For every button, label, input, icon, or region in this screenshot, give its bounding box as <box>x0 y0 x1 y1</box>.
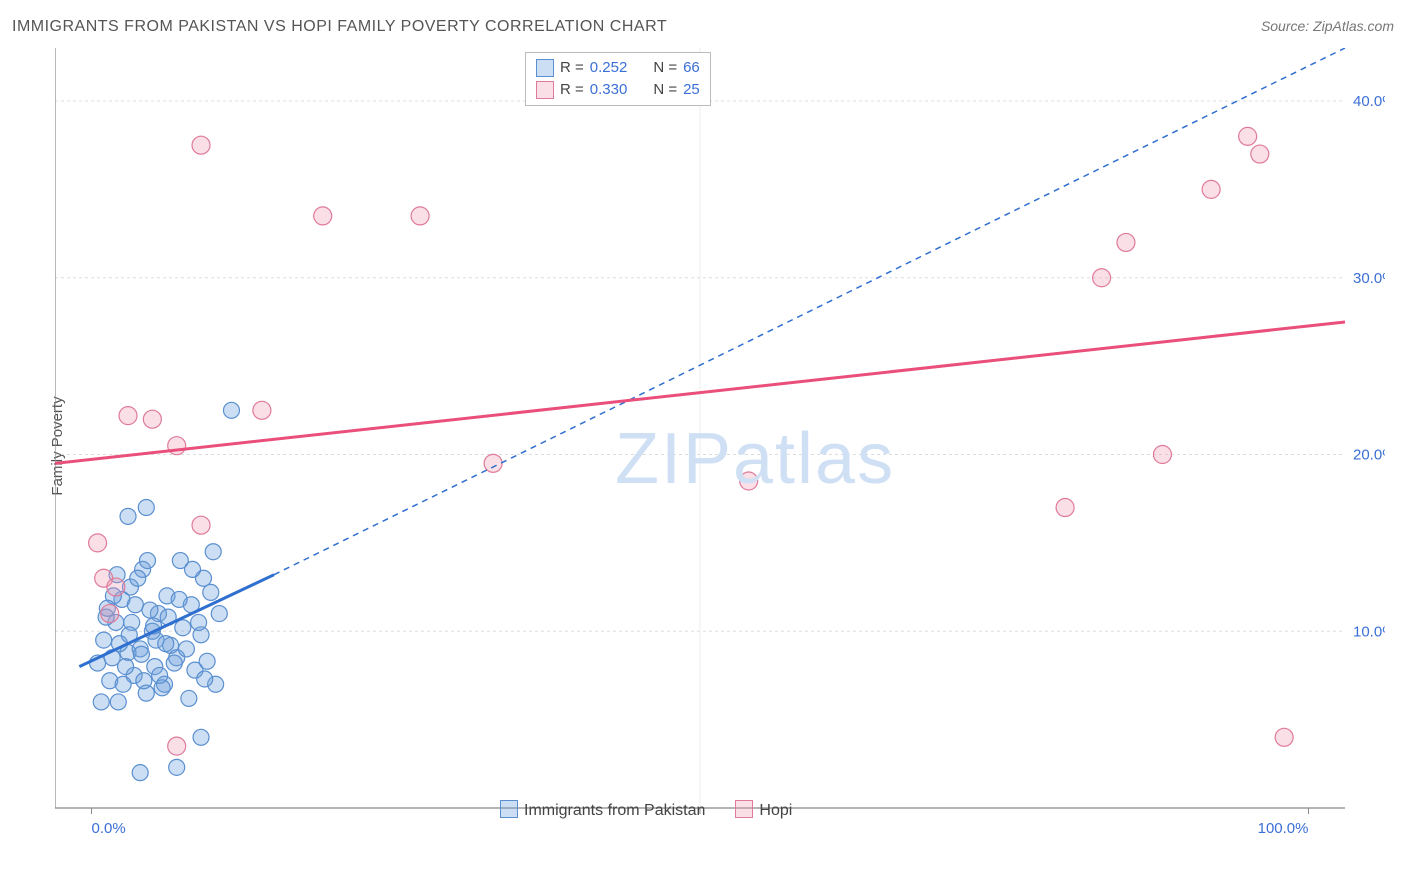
data-point <box>96 632 112 648</box>
data-point <box>314 207 332 225</box>
data-point <box>132 765 148 781</box>
data-point <box>211 606 227 622</box>
data-point <box>142 602 158 618</box>
y-tick-label: 10.0% <box>1353 623 1385 640</box>
data-point <box>139 553 155 569</box>
y-tick-label: 40.0% <box>1353 93 1385 110</box>
chart-title: IMMIGRANTS FROM PAKISTAN VS HOPI FAMILY … <box>12 18 667 36</box>
chart-container: 10.0%20.0%30.0%40.0%0.0%100.0% ZIPatlas … <box>55 48 1385 838</box>
data-point <box>138 500 154 516</box>
scatter-chart: 10.0% 20.0% 30.0% 40.0% 0.0% 100.0% <box>55 48 1385 838</box>
r-label: R = <box>560 57 584 79</box>
data-point <box>178 641 194 657</box>
data-point <box>181 690 197 706</box>
data-point <box>1202 180 1220 198</box>
data-point <box>1153 446 1171 464</box>
data-point <box>130 570 146 586</box>
data-point <box>133 646 149 662</box>
data-point <box>411 207 429 225</box>
data-point <box>89 534 107 552</box>
data-point <box>205 544 221 560</box>
n-value: 25 <box>683 79 700 101</box>
data-point <box>203 584 219 600</box>
legend-swatch <box>735 800 753 818</box>
legend-swatch <box>536 59 554 77</box>
data-point <box>192 516 210 534</box>
data-point <box>120 508 136 524</box>
legend-label: Immigrants from Pakistan <box>524 802 705 819</box>
legend-item: Hopi <box>735 800 792 820</box>
data-point <box>223 402 239 418</box>
legend-swatch <box>500 800 518 818</box>
n-label: N = <box>653 79 677 101</box>
n-value: 66 <box>683 57 700 79</box>
data-point <box>166 655 182 671</box>
data-point <box>101 605 119 623</box>
source-credit: Source: ZipAtlas.com <box>1261 18 1394 34</box>
r-value: 0.330 <box>590 79 628 101</box>
x-tick-label: 100.0% <box>1258 820 1309 837</box>
data-point <box>253 401 271 419</box>
data-point <box>1275 728 1293 746</box>
data-point <box>168 737 186 755</box>
y-tick-label: 20.0% <box>1353 447 1385 464</box>
stats-legend-row: R = 0.330 N = 25 <box>536 79 700 101</box>
data-point <box>193 729 209 745</box>
data-point <box>143 410 161 428</box>
legend-label: Hopi <box>759 802 792 819</box>
legend-item: Immigrants from Pakistan <box>500 800 705 820</box>
data-point <box>185 561 201 577</box>
data-point <box>152 667 168 683</box>
y-tick-label: 30.0% <box>1353 270 1385 287</box>
data-point <box>119 407 137 425</box>
data-point <box>740 472 758 490</box>
stats-legend: R = 0.252 N = 66 R = 0.330 N = 25 <box>525 52 711 106</box>
data-point <box>158 636 174 652</box>
data-point <box>199 653 215 669</box>
data-point <box>192 136 210 154</box>
data-point <box>110 694 126 710</box>
data-point <box>1117 233 1135 251</box>
legend-swatch <box>536 81 554 99</box>
series-legend: Immigrants from Pakistan Hopi <box>500 800 792 820</box>
r-label: R = <box>560 79 584 101</box>
data-point <box>93 694 109 710</box>
data-point <box>484 454 502 472</box>
r-value: 0.252 <box>590 57 628 79</box>
data-point <box>1239 127 1257 145</box>
data-point <box>127 597 143 613</box>
data-point <box>136 673 152 689</box>
trend-line-extrapolated <box>274 48 1345 575</box>
x-tick-label: 0.0% <box>92 820 126 837</box>
data-point <box>115 676 131 692</box>
stats-legend-row: R = 0.252 N = 66 <box>536 57 700 79</box>
data-point <box>197 671 213 687</box>
data-point <box>191 614 207 630</box>
data-point <box>107 578 125 596</box>
data-point <box>169 759 185 775</box>
n-label: N = <box>653 57 677 79</box>
data-point <box>1251 145 1269 163</box>
data-point <box>1093 269 1111 287</box>
data-point <box>171 591 187 607</box>
data-point <box>1056 499 1074 517</box>
data-point <box>175 620 191 636</box>
